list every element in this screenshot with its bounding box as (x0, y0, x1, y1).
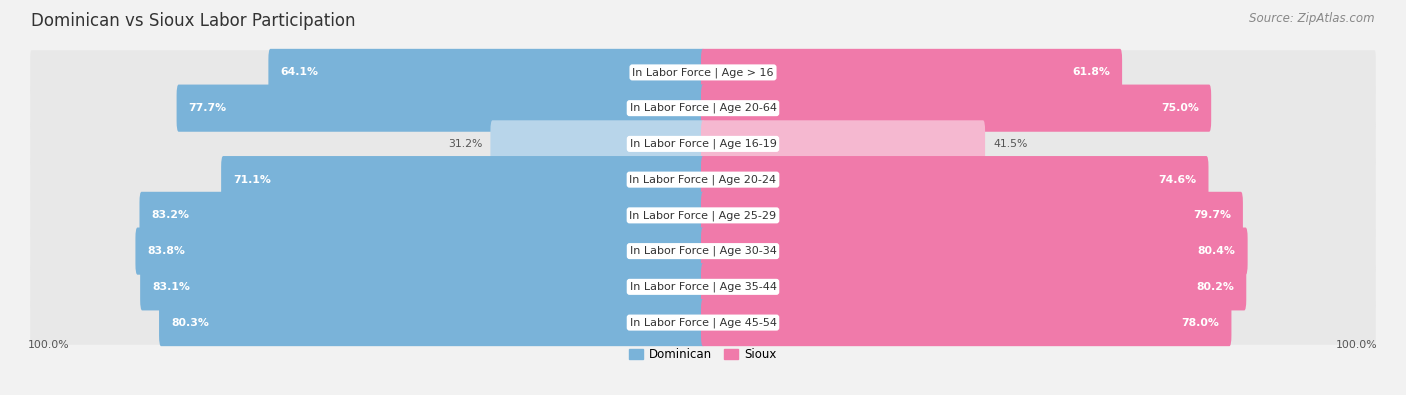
FancyBboxPatch shape (702, 120, 986, 167)
FancyBboxPatch shape (702, 192, 1243, 239)
Text: In Labor Force | Age 25-29: In Labor Force | Age 25-29 (630, 210, 776, 221)
Text: 80.2%: 80.2% (1197, 282, 1234, 292)
Text: 83.2%: 83.2% (152, 211, 190, 220)
Text: In Labor Force | Age 20-24: In Labor Force | Age 20-24 (630, 174, 776, 185)
FancyBboxPatch shape (221, 156, 704, 203)
Legend: Dominican, Sioux: Dominican, Sioux (624, 343, 782, 366)
FancyBboxPatch shape (141, 263, 704, 310)
FancyBboxPatch shape (702, 299, 1232, 346)
Text: In Labor Force | Age 16-19: In Labor Force | Age 16-19 (630, 139, 776, 149)
Text: 41.5%: 41.5% (993, 139, 1028, 149)
Text: Source: ZipAtlas.com: Source: ZipAtlas.com (1250, 12, 1375, 25)
FancyBboxPatch shape (31, 229, 1375, 273)
Text: 78.0%: 78.0% (1181, 318, 1219, 327)
Text: 31.2%: 31.2% (449, 139, 482, 149)
Text: Dominican vs Sioux Labor Participation: Dominican vs Sioux Labor Participation (31, 12, 356, 30)
Text: In Labor Force | Age 30-34: In Labor Force | Age 30-34 (630, 246, 776, 256)
Text: 80.4%: 80.4% (1198, 246, 1236, 256)
Text: 80.3%: 80.3% (172, 318, 209, 327)
Text: 100.0%: 100.0% (28, 340, 70, 350)
Text: 74.6%: 74.6% (1159, 175, 1197, 184)
Text: In Labor Force | Age 45-54: In Labor Force | Age 45-54 (630, 317, 776, 328)
Text: 61.8%: 61.8% (1073, 68, 1109, 77)
FancyBboxPatch shape (135, 228, 704, 275)
FancyBboxPatch shape (702, 263, 1246, 310)
Text: 75.0%: 75.0% (1161, 103, 1199, 113)
FancyBboxPatch shape (31, 158, 1375, 202)
Text: 83.8%: 83.8% (148, 246, 186, 256)
Text: 64.1%: 64.1% (281, 68, 319, 77)
FancyBboxPatch shape (139, 192, 704, 239)
FancyBboxPatch shape (702, 49, 1122, 96)
FancyBboxPatch shape (269, 49, 704, 96)
Text: 83.1%: 83.1% (152, 282, 190, 292)
FancyBboxPatch shape (491, 120, 704, 167)
FancyBboxPatch shape (702, 228, 1247, 275)
FancyBboxPatch shape (31, 193, 1375, 237)
FancyBboxPatch shape (159, 299, 704, 346)
Text: In Labor Force | Age 35-44: In Labor Force | Age 35-44 (630, 282, 776, 292)
FancyBboxPatch shape (31, 86, 1375, 130)
Text: In Labor Force | Age 20-64: In Labor Force | Age 20-64 (630, 103, 776, 113)
FancyBboxPatch shape (31, 265, 1375, 309)
FancyBboxPatch shape (177, 85, 704, 132)
Text: 100.0%: 100.0% (1336, 340, 1378, 350)
Text: 71.1%: 71.1% (233, 175, 271, 184)
FancyBboxPatch shape (31, 50, 1375, 94)
FancyBboxPatch shape (702, 85, 1211, 132)
Text: 79.7%: 79.7% (1192, 211, 1230, 220)
Text: In Labor Force | Age > 16: In Labor Force | Age > 16 (633, 67, 773, 78)
FancyBboxPatch shape (702, 156, 1209, 203)
FancyBboxPatch shape (31, 301, 1375, 345)
Text: 77.7%: 77.7% (188, 103, 226, 113)
FancyBboxPatch shape (31, 122, 1375, 166)
